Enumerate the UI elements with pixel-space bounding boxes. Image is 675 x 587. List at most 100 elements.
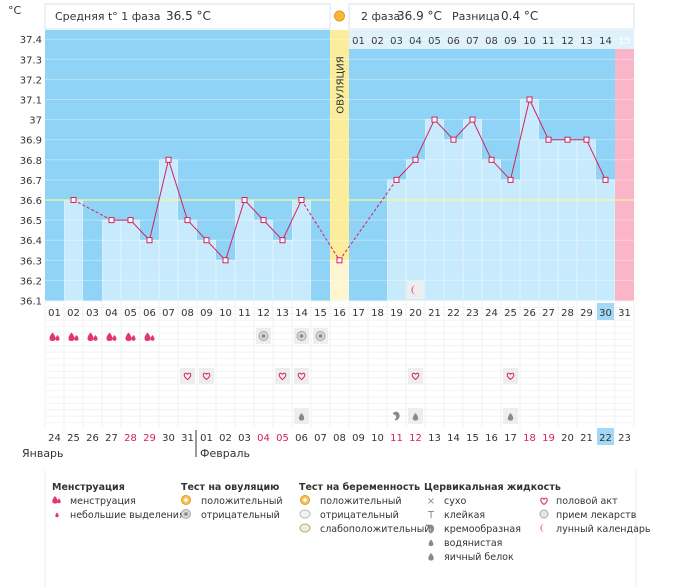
cycle-day-label: 16	[333, 308, 346, 319]
calendar-day-label: 25	[67, 433, 80, 444]
phase2-day-label: 02	[371, 36, 384, 47]
temperature-point	[583, 136, 590, 143]
legend-item-sticky: клейкая	[444, 510, 485, 521]
cycle-day-label: 01	[48, 308, 61, 319]
phase2-label: 2 фаза	[361, 10, 400, 23]
calendar-day-label: 01	[200, 433, 213, 444]
temperature-line	[510, 99, 530, 181]
phase1-header-box	[44, 3, 331, 30]
y-tick-label: 37.2	[20, 75, 42, 86]
calendar-day-label: 10	[371, 433, 384, 444]
calendar-day-label: 27	[105, 433, 118, 444]
temperature-point	[450, 136, 457, 143]
cycle-day-label: 04	[105, 308, 118, 319]
calendar-day-label: 07	[314, 433, 327, 444]
temperature-point	[203, 237, 210, 244]
phase2-day-label: 07	[466, 36, 479, 47]
icon-cell	[408, 368, 423, 384]
fluid-egg-white-icon	[507, 413, 514, 421]
legend-item-egg-white: яичный белок	[444, 552, 514, 563]
phase2-day-label: 10	[523, 36, 536, 47]
intercourse-heart-icon	[506, 372, 515, 381]
y-tick-label: 36.8	[20, 156, 42, 167]
calendar-day-label: 29	[143, 433, 156, 444]
temperature-bar	[406, 159, 425, 302]
month-label-january: Январь	[22, 447, 64, 460]
calendar-day-label: 14	[447, 433, 460, 444]
y-tick-label: 36.6	[20, 196, 42, 207]
temperature-point	[108, 217, 115, 224]
legend-item-menstruation: менструация	[70, 496, 136, 507]
temperature-bar	[482, 159, 501, 302]
calendar-day-label: 02	[219, 433, 232, 444]
lunar-moon-icon	[411, 285, 417, 295]
calendar-day-label: 18	[523, 433, 536, 444]
menstruation-drop-icon	[68, 332, 75, 342]
legend-menstruation-icon	[52, 496, 58, 504]
symbol-rows	[49, 281, 518, 424]
temperature-line	[130, 219, 150, 241]
legend-item-spotting: небольшие выделения	[70, 510, 185, 521]
cycle-day-label: 23	[466, 308, 479, 319]
menstruation-drop-icon	[125, 332, 132, 342]
temperature-point	[393, 176, 400, 183]
temperature-bar	[140, 239, 159, 302]
y-tick-label: 36.7	[20, 176, 42, 187]
temperature-line	[472, 119, 492, 161]
calendar-day-label: 08	[333, 433, 346, 444]
temperature-line-gap	[73, 199, 112, 221]
temperature-point	[545, 136, 552, 143]
temperature-line-gap	[339, 179, 397, 261]
calendar-day-label: 15	[466, 433, 479, 444]
menstruation-drop-icon	[74, 335, 79, 341]
temperature-point	[602, 176, 609, 183]
cycle-day-label: 09	[200, 308, 213, 319]
menstruation-drop-icon	[150, 335, 155, 341]
y-tick-label: 37.4	[20, 35, 42, 46]
temperature-line	[149, 159, 169, 241]
calendar-day-label: 23	[618, 433, 631, 444]
legend-menstruation-icon	[57, 498, 61, 504]
cycle-day-label: 29	[580, 308, 593, 319]
calendar-day-label: 05	[276, 433, 289, 444]
temperature-point	[564, 136, 571, 143]
highlight-calendar-day	[597, 428, 614, 445]
calendar-day-label: 03	[238, 433, 251, 444]
highlight-cycle-day	[597, 303, 614, 320]
legend-title-fluid: Цервикальная жидкость	[424, 482, 561, 493]
legend-title-ovulation-test: Тест на овуляцию	[181, 482, 279, 493]
calendar-day-label: 19	[542, 433, 555, 444]
temperature-line	[434, 119, 454, 141]
intercourse-heart-icon	[278, 372, 287, 381]
temperature-point	[526, 96, 533, 103]
legend-item-lunar: лунный календарь	[556, 524, 651, 535]
cycle-day-label: 27	[542, 308, 555, 319]
calendar-day-label: 26	[86, 433, 99, 444]
temperature-line	[225, 199, 245, 261]
calendar-day-label: 16	[485, 433, 498, 444]
cycle-day-label: 20	[409, 308, 422, 319]
phase2-day-label: 05	[428, 36, 441, 47]
legend-item-ovulation-negative: отрицательный	[201, 510, 280, 521]
legend-item-pregnancy-positive: положительный	[320, 496, 402, 507]
phase2-day-label: 13	[580, 36, 593, 47]
legend-egg-white-icon	[428, 553, 434, 561]
cycle-day-label: 14	[295, 308, 308, 319]
grid-layer	[44, 3, 635, 428]
y-tick-label: 37.3	[20, 55, 42, 66]
cycle-day-label: 07	[162, 308, 175, 319]
phase2-day-label: 06	[447, 36, 460, 47]
intercourse-heart-icon	[411, 372, 420, 381]
temperature-bar	[64, 199, 83, 302]
calendar-day-label: 11	[390, 433, 403, 444]
temperature-line	[396, 159, 416, 181]
cycle-day-label: 28	[561, 308, 574, 319]
y-tick-label: 37	[29, 116, 42, 127]
temperature-point	[165, 156, 172, 163]
legend-spotting-icon	[55, 512, 59, 518]
y-tick-label: 37.1	[20, 96, 42, 107]
calendar-day-label: 06	[295, 433, 308, 444]
temperature-point	[412, 156, 419, 163]
phase2-value: 36.9 °C	[397, 9, 442, 23]
phase2-day-label: 11	[542, 36, 555, 47]
